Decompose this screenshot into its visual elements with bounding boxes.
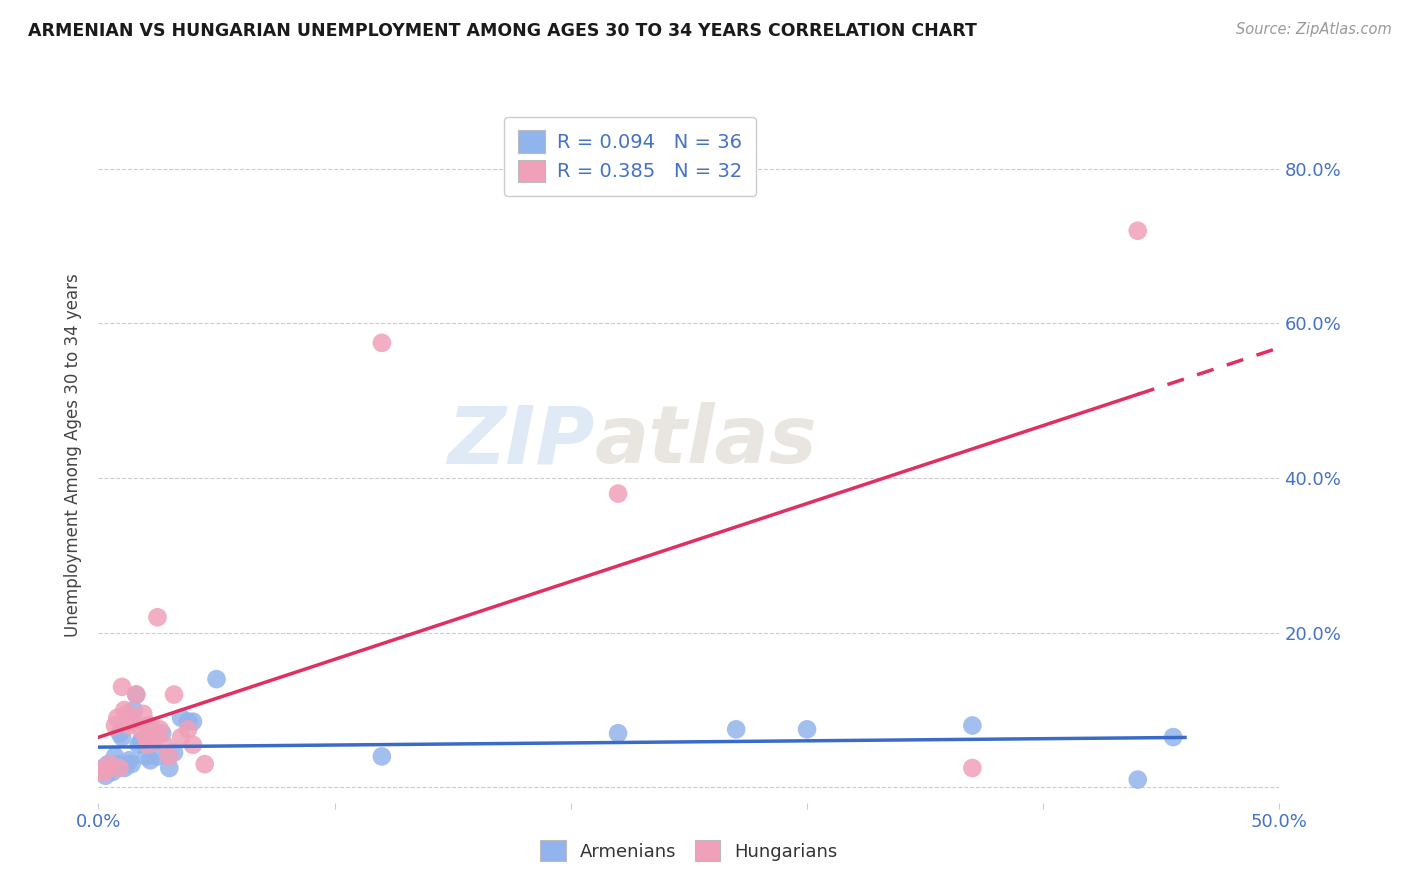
Point — [91, 761, 114, 775]
Point — [163, 688, 186, 702]
Point — [146, 749, 169, 764]
Point — [796, 723, 818, 737]
Point — [177, 723, 200, 737]
Point — [371, 335, 394, 350]
Point — [371, 749, 394, 764]
Point — [1161, 730, 1184, 744]
Point — [91, 761, 114, 775]
Point — [177, 714, 200, 729]
Point — [111, 730, 134, 744]
Text: atlas: atlas — [595, 402, 817, 480]
Point — [607, 726, 630, 740]
Point — [125, 688, 148, 702]
Point — [181, 738, 204, 752]
Text: ARMENIAN VS HUNGARIAN UNEMPLOYMENT AMONG AGES 30 TO 34 YEARS CORRELATION CHART: ARMENIAN VS HUNGARIAN UNEMPLOYMENT AMONG… — [28, 22, 977, 40]
Point — [101, 764, 124, 779]
Point — [111, 680, 134, 694]
Point — [129, 734, 152, 748]
Point — [104, 718, 127, 732]
Point — [143, 730, 166, 744]
Point — [157, 749, 180, 764]
Point — [108, 726, 131, 740]
Point — [146, 610, 169, 624]
Point — [94, 764, 117, 779]
Point — [170, 730, 193, 744]
Point — [136, 718, 159, 732]
Point — [725, 723, 748, 737]
Point — [149, 723, 172, 737]
Point — [90, 764, 112, 779]
Point — [98, 757, 121, 772]
Point — [98, 761, 121, 775]
Point — [128, 738, 150, 752]
Text: Source: ZipAtlas.com: Source: ZipAtlas.com — [1236, 22, 1392, 37]
Point — [163, 746, 186, 760]
Point — [115, 757, 138, 772]
Legend: Armenians, Hungarians: Armenians, Hungarians — [531, 831, 846, 871]
Point — [157, 761, 180, 775]
Point — [205, 672, 228, 686]
Point — [153, 738, 176, 752]
Point — [104, 749, 127, 764]
Point — [90, 764, 112, 779]
Point — [108, 761, 131, 775]
Point — [962, 761, 984, 775]
Point — [112, 761, 135, 775]
Point — [135, 749, 157, 764]
Point — [181, 714, 204, 729]
Point — [105, 757, 128, 772]
Point — [122, 703, 145, 717]
Point — [135, 730, 157, 744]
Point — [105, 711, 128, 725]
Point — [115, 706, 138, 721]
Point — [121, 757, 143, 772]
Point — [150, 726, 173, 740]
Point — [122, 714, 145, 729]
Point — [129, 723, 152, 737]
Point — [132, 706, 155, 721]
Point — [112, 703, 135, 717]
Point — [194, 757, 217, 772]
Point — [136, 738, 159, 752]
Point — [118, 718, 141, 732]
Point — [1126, 224, 1149, 238]
Point — [607, 486, 630, 500]
Point — [118, 753, 141, 767]
Y-axis label: Unemployment Among Ages 30 to 34 years: Unemployment Among Ages 30 to 34 years — [65, 273, 83, 637]
Point — [125, 688, 148, 702]
Point — [139, 718, 162, 732]
Point — [97, 757, 120, 772]
Point — [94, 769, 117, 783]
Point — [170, 711, 193, 725]
Point — [139, 753, 162, 767]
Text: ZIP: ZIP — [447, 402, 595, 480]
Point — [1126, 772, 1149, 787]
Point — [962, 718, 984, 732]
